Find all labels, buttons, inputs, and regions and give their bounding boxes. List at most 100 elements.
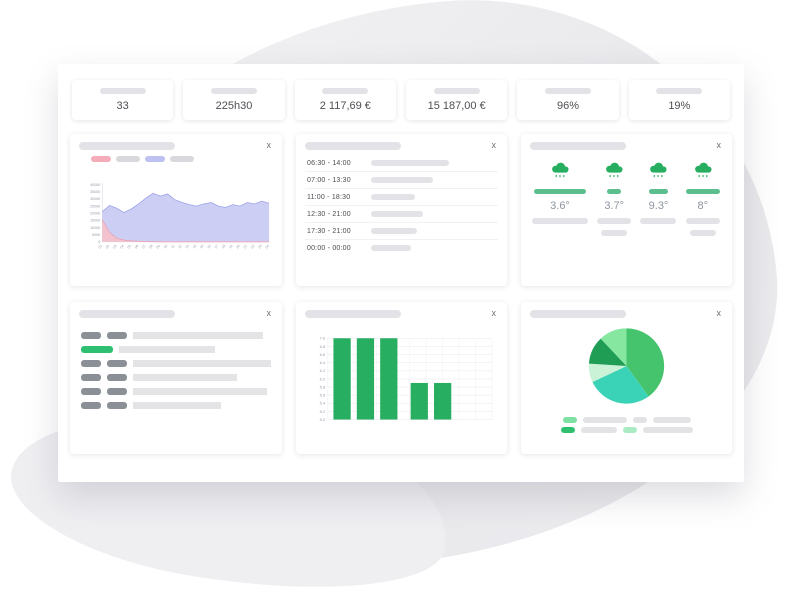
close-button[interactable]: x: [491, 308, 497, 318]
list-text-placeholder: [133, 402, 221, 409]
kpi-value: 19%: [668, 100, 691, 112]
bar-chart: 5.0 5.2 5.4 5.6 5.8 6.0 6.2 6.4 6.6 6.8 7.0: [320, 336, 493, 422]
schedule-bar-placeholder: [371, 177, 433, 183]
weather-bar-track: [532, 189, 588, 194]
pie-legend-pill: [642, 427, 693, 433]
area-chart-legend: [91, 156, 273, 162]
schedule-time: 11:00 - 18:30: [307, 193, 351, 201]
schedule-bar-placeholder: [371, 160, 449, 166]
list-text-placeholder: [133, 332, 263, 339]
widget-header: x: [530, 309, 723, 318]
status-pill-dark: [107, 332, 127, 339]
svg-text:13: 13: [185, 244, 191, 250]
legend-pill: [145, 156, 165, 162]
close-button[interactable]: x: [716, 308, 722, 318]
weather-column: 3.7°: [596, 161, 632, 279]
list-text-placeholder: [133, 388, 267, 395]
widget-title-placeholder: [530, 141, 626, 150]
weather-temperature: 8°: [697, 200, 709, 212]
pie-legend-pill: [622, 427, 637, 433]
weather-bar-track: [685, 189, 721, 194]
pie-legend-pill: [580, 427, 617, 433]
svg-text:18: 18: [221, 244, 227, 250]
widget-schedule: x 06:30 - 14:00 07:00 - 13:30 11:00 - 18:3…: [296, 134, 507, 286]
status-pill-dark: [81, 360, 101, 367]
pie-chart-legend: [560, 413, 693, 433]
pie-legend-row: [560, 427, 693, 433]
close-button[interactable]: x: [266, 308, 272, 318]
schedule-time: 00:00 - 00:00: [307, 244, 351, 252]
pie-legend-pill: [562, 417, 577, 423]
svg-text:21: 21: [243, 244, 249, 250]
svg-text:15: 15: [199, 244, 205, 250]
status-pill-dark: [81, 374, 101, 381]
widget-title-placeholder: [530, 309, 626, 318]
schedule-time: 12:30 - 21:00: [307, 210, 351, 218]
widget-title-placeholder: [79, 309, 175, 318]
list-item: [81, 388, 271, 395]
status-pill-dark: [107, 374, 127, 381]
weather-bar-track: [596, 189, 632, 194]
kpi-value: 33: [116, 100, 129, 112]
kpi-title-placeholder: [210, 88, 257, 94]
svg-text:08: 08: [148, 244, 154, 250]
cloud-icon: [603, 161, 625, 183]
kpi-row: 33 225h30 2 117,69 € 15 187,00 € 96% 19%: [72, 80, 730, 120]
close-button[interactable]: x: [716, 140, 722, 150]
cloud-icon: [549, 161, 571, 183]
kpi-title-placeholder: [99, 88, 146, 94]
svg-text:23: 23: [257, 244, 263, 250]
svg-text:14: 14: [192, 244, 198, 250]
kpi-value: 225h30: [215, 100, 253, 112]
svg-text:6.8: 6.8: [320, 344, 326, 349]
schedule-bar-placeholder: [371, 245, 411, 251]
cloud-icon: [692, 161, 714, 183]
weather-bar: [649, 189, 668, 194]
status-pill-dark: [107, 388, 127, 395]
cloud-icon: [647, 161, 669, 183]
widget-weather: x 3.6° 3.7°: [521, 134, 732, 286]
widget-grid: x 0 5000 10000 15000 20000 25000 30000 35000 400…: [70, 134, 732, 454]
list-item: [81, 374, 271, 381]
close-button[interactable]: x: [491, 140, 497, 150]
schedule-row: 00:00 - 00:00: [305, 240, 498, 256]
status-pill-green: [81, 346, 113, 353]
list-text-placeholder: [133, 374, 237, 381]
weather-label-placeholder: [532, 218, 588, 224]
widget-bar-chart: x 5.0 5.2 5.4 5.6 5.8 6.0 6.2 6.4 6.6 6.8 7.0: [296, 302, 507, 454]
weather-label-placeholder: [640, 218, 677, 224]
svg-text:6.0: 6.0: [320, 376, 326, 381]
widget-header: x: [305, 141, 498, 150]
schedule-time: 07:00 - 13:30: [307, 176, 351, 184]
legend-pill: [116, 156, 140, 162]
pie-chart: [588, 328, 665, 404]
kpi-title-placeholder: [656, 88, 703, 94]
svg-text:6.6: 6.6: [320, 352, 326, 357]
svg-text:5.2: 5.2: [320, 409, 326, 414]
close-button[interactable]: x: [266, 140, 272, 150]
svg-text:5000: 5000: [92, 233, 100, 237]
status-pill-dark: [81, 332, 101, 339]
pie-chart-area: [530, 323, 723, 447]
weather-column: 9.3°: [640, 161, 677, 279]
weather-temperature: 3.7°: [604, 200, 625, 212]
schedule-bar-placeholder: [371, 211, 423, 217]
list-item: [81, 346, 271, 353]
kpi-card: 19%: [628, 80, 730, 120]
kpi-value: 15 187,00 €: [427, 100, 486, 112]
svg-text:24: 24: [264, 244, 270, 250]
weather-bar: [534, 189, 586, 194]
kpi-value: 96%: [556, 100, 579, 112]
weather-temperature: 9.3°: [648, 200, 669, 212]
svg-text:6.4: 6.4: [320, 360, 326, 365]
svg-text:5.8: 5.8: [320, 384, 326, 389]
kpi-card: 96%: [517, 80, 619, 120]
widget-task-list: x: [70, 302, 282, 454]
list-text-placeholder: [133, 360, 271, 367]
weather-bar: [685, 189, 721, 194]
widget-title-placeholder: [79, 141, 175, 150]
schedule-bar-placeholder: [371, 194, 415, 200]
kpi-title-placeholder: [322, 88, 369, 94]
schedule-row: 11:00 - 18:30: [305, 189, 498, 206]
svg-text:6.2: 6.2: [320, 368, 326, 373]
